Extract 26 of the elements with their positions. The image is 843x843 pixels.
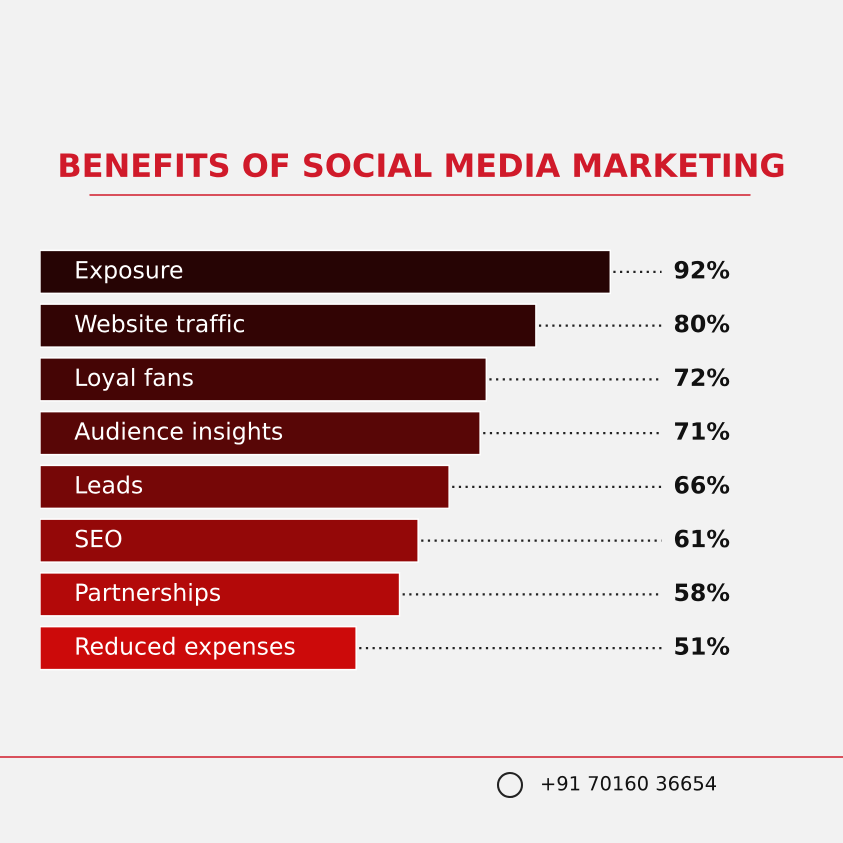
y-tick-label: Leads (76, 475, 142, 494)
bar (40, 303, 537, 348)
y-tick-label: Website traffic (75, 314, 244, 332)
y-tick-label: SEO (76, 530, 122, 548)
y-tick-label: Loyal fans (76, 368, 193, 391)
bar (40, 464, 450, 510)
y-tick-label: Partnerships (76, 582, 220, 606)
data-label: 80% (674, 314, 730, 332)
bar (40, 518, 419, 563)
data-label: 71% (675, 422, 730, 440)
data-label: 58% (675, 583, 730, 602)
data-label: 92% (674, 260, 730, 279)
bar (40, 250, 611, 294)
data-label: 51% (675, 637, 730, 655)
bar (40, 626, 357, 670)
data-label: 61% (674, 530, 730, 548)
bar (40, 572, 400, 617)
y-tick-label: Exposure (76, 261, 182, 284)
bar (40, 410, 481, 456)
chart-title: BENEFITS OF SOCIAL MEDIA MARKETING (60, 153, 784, 178)
y-tick-label: Audience insights (74, 422, 282, 445)
data-label: 66% (674, 476, 730, 494)
bar (40, 357, 487, 402)
data-label: 72% (675, 368, 730, 386)
y-tick-label: Reduced expenses (76, 636, 295, 660)
text: +91 70160 36654 (542, 776, 716, 791)
